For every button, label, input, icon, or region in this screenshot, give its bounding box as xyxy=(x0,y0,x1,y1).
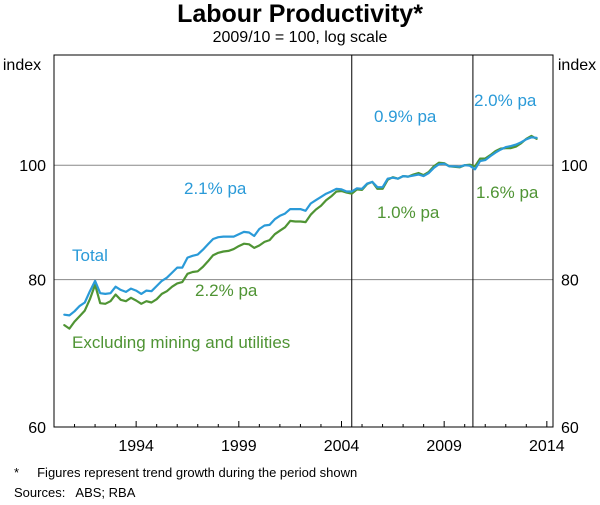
y-axis-label-left: index xyxy=(3,57,41,74)
annotation-excluding-1990s: 2.2% pa xyxy=(195,281,258,300)
annotation-excluding-2010-2014: 1.6% pa xyxy=(476,183,539,202)
annotation-total-2010-2014: 2.0% pa xyxy=(474,91,537,110)
y-tick-label-right-80: 80 xyxy=(561,273,579,290)
chart-title: Labour Productivity* xyxy=(177,0,423,28)
y-axis-label-right: index xyxy=(558,57,596,74)
x-tick-label-1994: 1994 xyxy=(118,438,154,455)
x-tick-label-2009: 2009 xyxy=(426,438,462,455)
plot-frame xyxy=(53,54,554,428)
chart-subtitle: 2009/10 = 100, log scale xyxy=(212,29,388,46)
annotation-total-1990s: 2.1% pa xyxy=(184,179,247,198)
series-lines xyxy=(63,134,538,330)
annotation-total-2004-2010: 0.9% pa xyxy=(374,107,437,126)
y-tick-label-left-80: 80 xyxy=(28,273,46,290)
y-tick-label-right-100: 100 xyxy=(561,158,588,175)
y-axis-ticks: 60 60 80 80 100 100 xyxy=(19,158,588,437)
x-tick-label-1999: 1999 xyxy=(221,438,257,455)
y-tick-label-right-60: 60 xyxy=(561,420,579,437)
y-tick-label-left-100: 100 xyxy=(19,158,46,175)
y-tick-label-left-60: 60 xyxy=(28,420,46,437)
x-tick-label-2004: 2004 xyxy=(324,438,360,455)
sources: Sources: ABS; RBA xyxy=(14,485,136,500)
x-tick-label-2014: 2014 xyxy=(529,438,565,455)
legend-excluding: Excluding mining and utilities xyxy=(72,333,290,352)
footnote: * Figures represent trend growth during … xyxy=(14,465,358,480)
legend-total: Total xyxy=(72,246,108,265)
period-breaks xyxy=(351,55,474,427)
series-line-total xyxy=(63,136,538,317)
x-axis-ticks: 1994 1999 2004 2009 2014 xyxy=(53,421,565,455)
chart-area: 1994 1999 2004 2009 2014 60 60 80 80 100 100 inde… xyxy=(3,54,596,455)
annotation-excluding-2004-2010: 1.0% pa xyxy=(377,203,440,222)
